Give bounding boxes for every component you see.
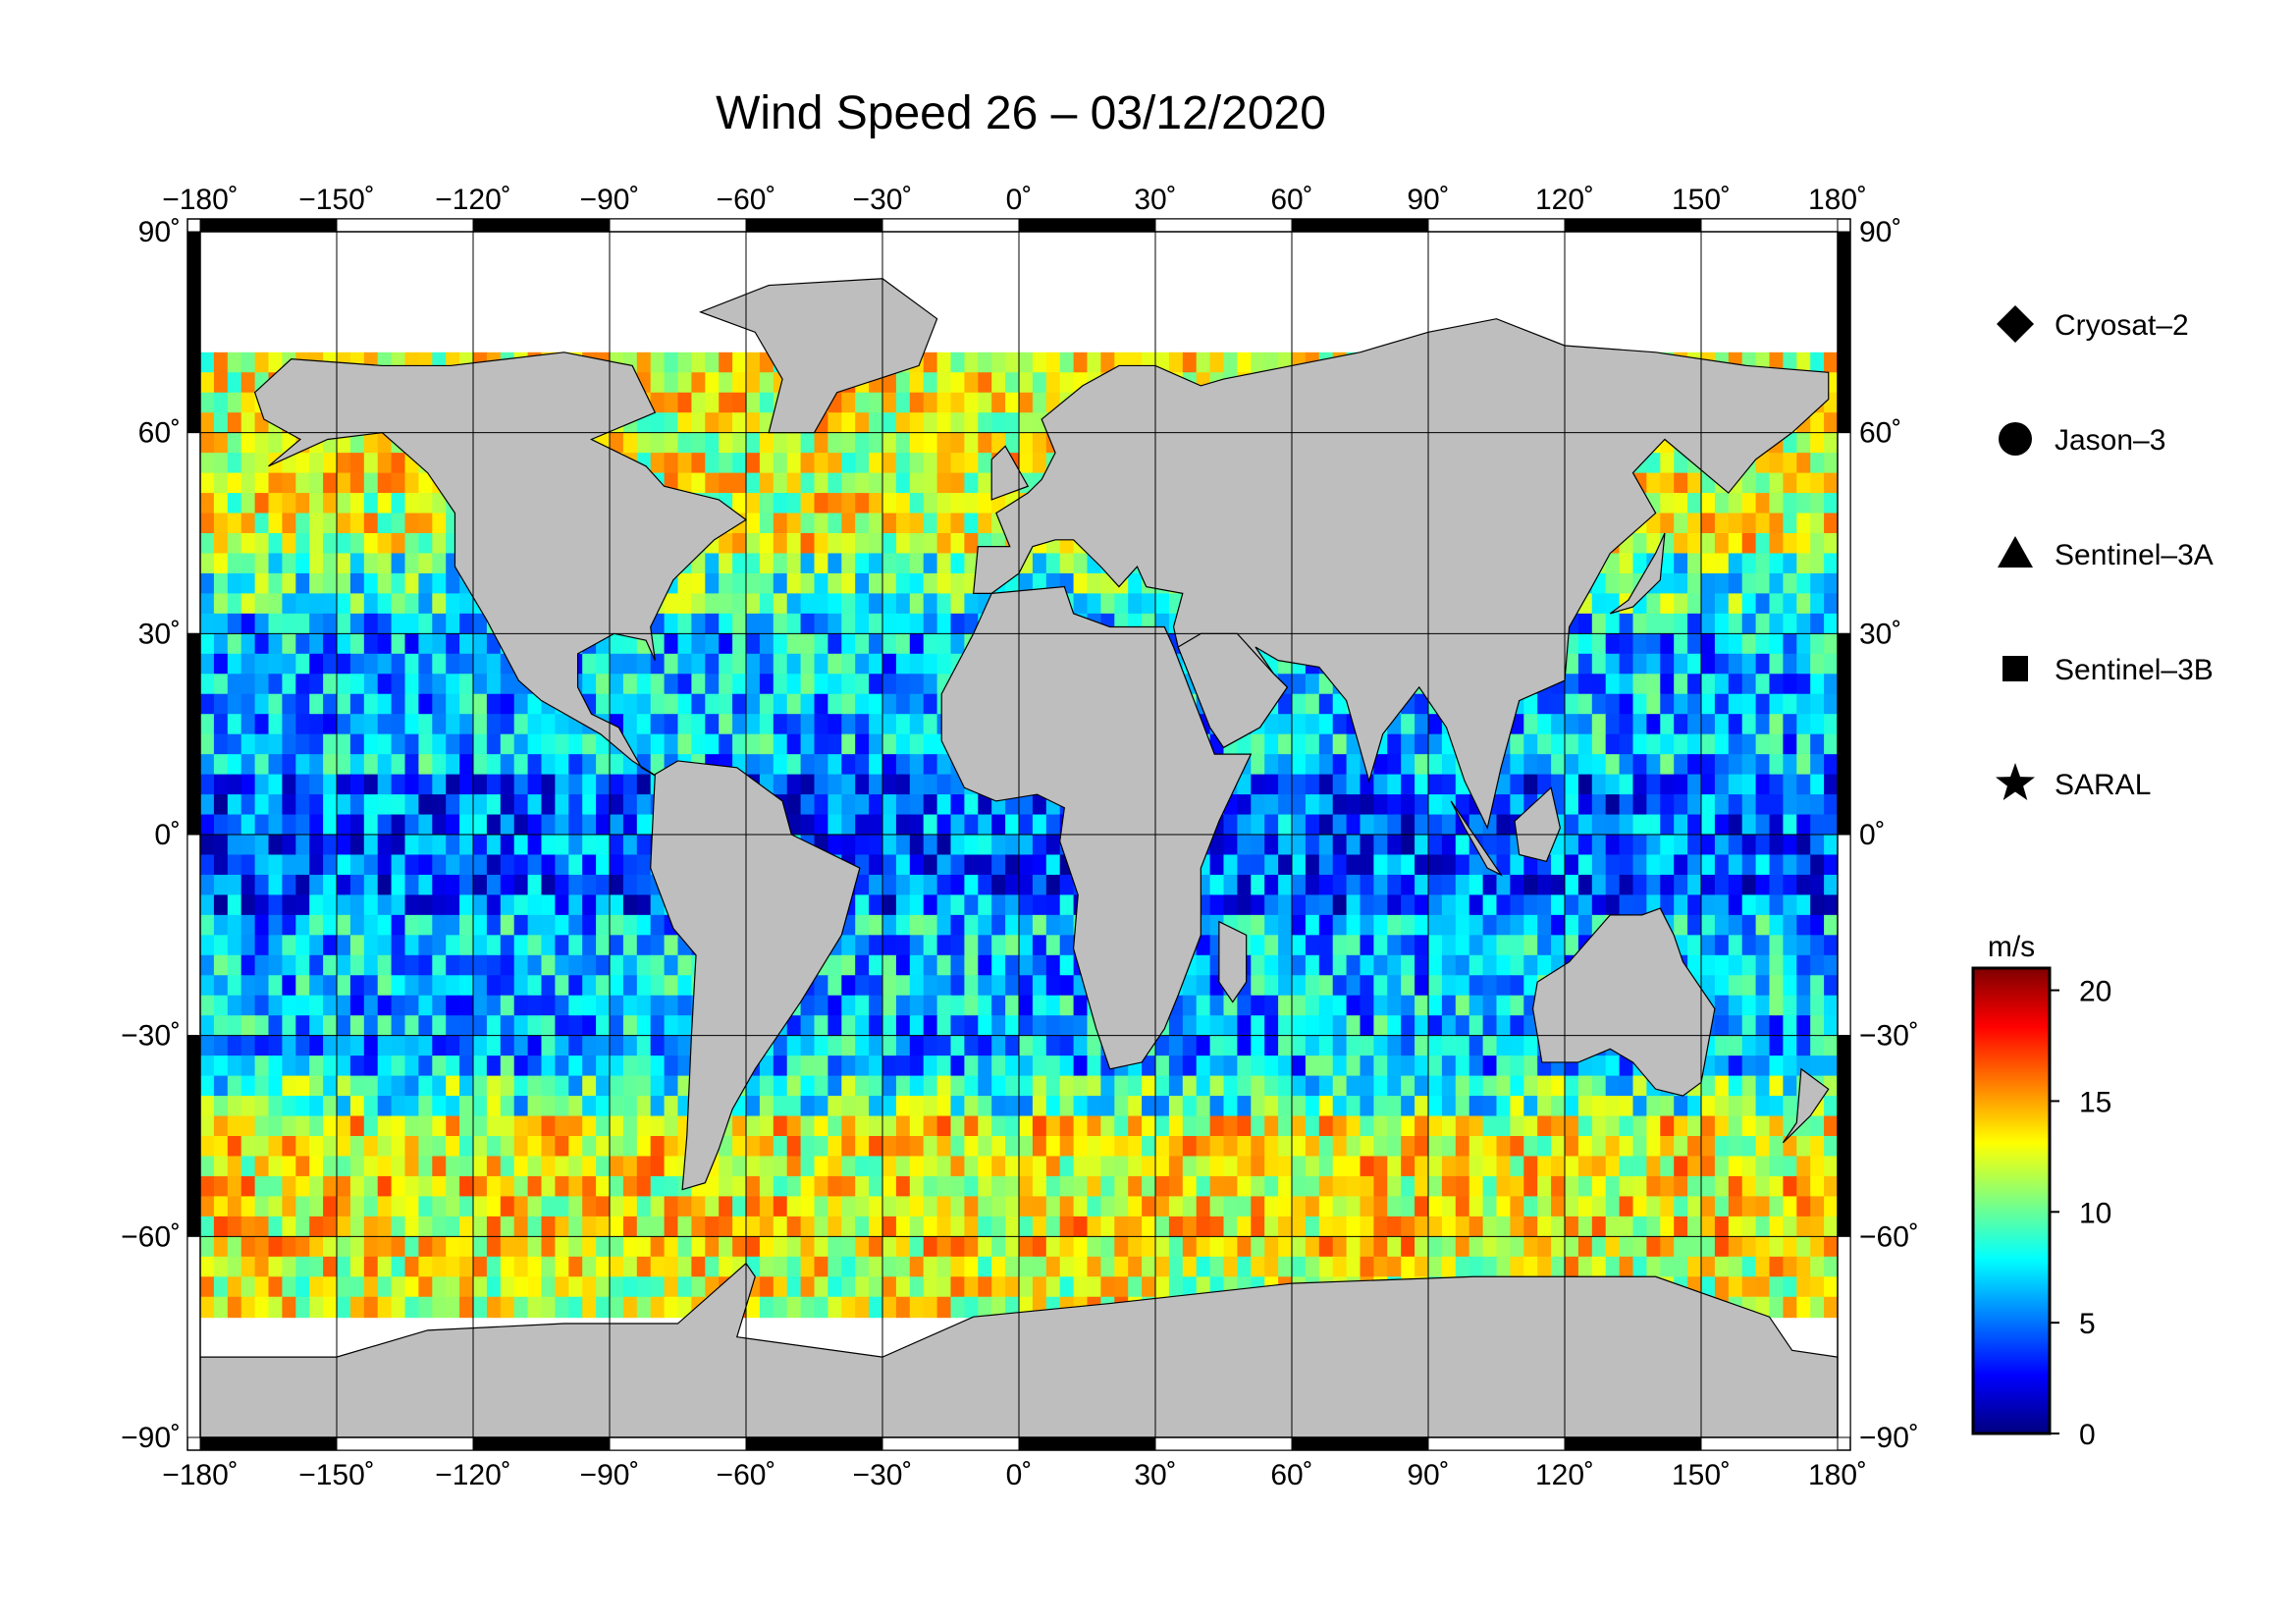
lat-tick-label-right: 90˚: [1859, 216, 1901, 248]
lon-tick-label-top: 0˚: [1006, 184, 1033, 216]
lat-tick-label-left: 0˚: [154, 819, 181, 851]
lon-tick-label-bottom: −120˚: [435, 1459, 511, 1491]
lon-tick-label-bottom: −180˚: [162, 1459, 239, 1491]
lon-tick-label-bottom: −150˚: [298, 1459, 375, 1491]
lon-tick-label-top: −180˚: [162, 184, 239, 216]
lat-tick-label-right: 60˚: [1859, 417, 1901, 450]
colorbar-tick-label: 10: [2079, 1197, 2111, 1229]
legend-label: Jason–3: [2055, 424, 2165, 457]
star-icon: [1996, 763, 2035, 800]
lon-tick-label-bottom: 90˚: [1407, 1459, 1449, 1491]
lat-tick-label-left: 60˚: [138, 417, 181, 450]
lon-tick-label-top: −150˚: [298, 184, 375, 216]
colorbar: m/s 0 5 10 15 20: [1971, 931, 2111, 1451]
lat-tick-label-left: 90˚: [138, 216, 181, 248]
lat-tick-label-right: −90˚: [1859, 1422, 1919, 1454]
lon-tick-label-bottom: 30˚: [1134, 1459, 1176, 1491]
lon-tick-label-bottom: 0˚: [1006, 1459, 1033, 1491]
lon-tick-label-bottom: −60˚: [717, 1459, 776, 1491]
lon-tick-label-top: −90˚: [580, 184, 640, 216]
lat-tick-label-right: −30˚: [1859, 1020, 1919, 1053]
lat-tick-label-left: 30˚: [138, 618, 181, 650]
legend-label: Cryosat–2: [2055, 309, 2189, 342]
lat-tick-label-left: −30˚: [121, 1020, 181, 1053]
lat-tick-label-left: −60˚: [121, 1220, 181, 1253]
lat-tick-label-left: −90˚: [121, 1422, 181, 1454]
colorbar-tick-label: 20: [2079, 976, 2111, 1008]
colorbar-tick-label: 15: [2079, 1086, 2111, 1118]
lon-tick-label-bottom: −90˚: [580, 1459, 640, 1491]
lon-tick-label-top: 180˚: [1808, 184, 1867, 216]
lon-tick-label-top: 30˚: [1134, 184, 1176, 216]
axis-tick-labels: −180˚ −180˚ −150˚ −150˚ −120˚ −120˚ −90˚ −90˚ −6…: [121, 184, 1919, 1491]
diamond-icon: [1997, 305, 2034, 343]
colorbar-unit: m/s: [1988, 931, 2035, 963]
lon-tick-label-top: −30˚: [853, 184, 913, 216]
lon-tick-label-top: 60˚: [1270, 184, 1312, 216]
colorbar-tick-label: 5: [2079, 1308, 2096, 1340]
lon-tick-label-top: 90˚: [1407, 184, 1449, 216]
legend-label: Sentinel–3A: [2055, 539, 2214, 571]
square-icon: [2002, 656, 2028, 681]
map-title: Wind Speed 26 – 03/12/2020: [716, 87, 1326, 139]
lon-tick-label-top: 150˚: [1672, 184, 1731, 216]
lon-tick-label-top: 120˚: [1535, 184, 1594, 216]
legend-label: Sentinel–3B: [2055, 654, 2214, 686]
lon-tick-label-bottom: −30˚: [853, 1459, 913, 1491]
colorbar-tick-label: 0: [2079, 1419, 2096, 1451]
lon-tick-label-bottom: 180˚: [1808, 1459, 1867, 1491]
colorbar-ramp: [1971, 966, 2052, 1435]
lon-tick-label-bottom: 120˚: [1535, 1459, 1594, 1491]
lon-tick-label-bottom: 150˚: [1672, 1459, 1731, 1491]
lon-tick-label-bottom: 60˚: [1270, 1459, 1312, 1491]
legend-label: SARAL: [2055, 769, 2151, 801]
lat-tick-label-right: −60˚: [1859, 1220, 1919, 1253]
lat-tick-label-right: 0˚: [1859, 819, 1886, 851]
lon-tick-label-top: −120˚: [435, 184, 511, 216]
lat-tick-label-right: 30˚: [1859, 618, 1901, 650]
circle-icon: [1999, 422, 2032, 456]
satellite-legend: Cryosat–2 Jason–3 Sentinel–3A Sentinel–3B SA…: [1996, 305, 2214, 801]
map-frame: [187, 218, 1851, 1451]
lon-tick-label-top: −60˚: [717, 184, 776, 216]
triangle-icon: [1998, 536, 2033, 568]
